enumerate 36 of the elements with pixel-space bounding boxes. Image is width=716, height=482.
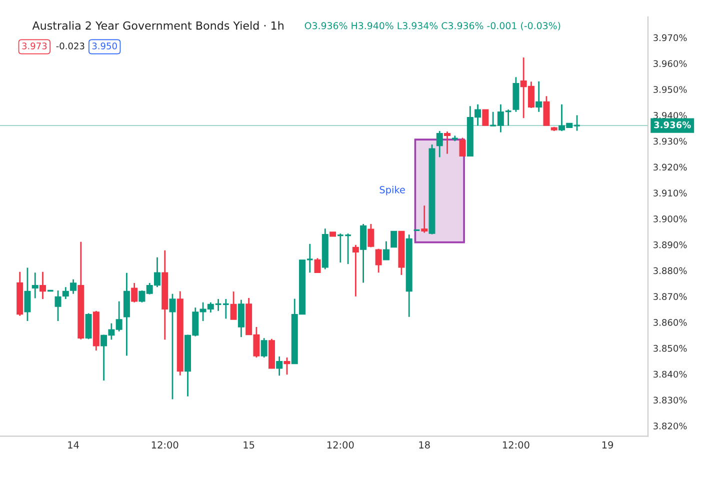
y-tick-label: 3.920% xyxy=(654,164,687,171)
chart-title: Australia 2 Year Government Bonds Yield · 1h xyxy=(32,21,284,30)
x-tick-label: 19 xyxy=(602,441,614,449)
y-tick-label: 3.850% xyxy=(654,344,687,352)
x-tick-label: 12:00 xyxy=(327,441,354,449)
x-tick-label: 18 xyxy=(419,441,430,449)
x-tick-label: 12:00 xyxy=(152,441,178,449)
y-tick-label: 3.840% xyxy=(654,370,687,378)
y-tick-label: 3.910% xyxy=(654,190,687,196)
x-tick-label: 14 xyxy=(68,441,79,448)
candlestick xyxy=(390,230,398,248)
annotation: Spike xyxy=(380,186,405,196)
y-tick-label: 3.870% xyxy=(654,293,687,300)
annotation: O3.936% H3.940% L3.934% C3.936% -0.001 (-0.03%) xyxy=(304,22,560,30)
y-tick-label: 3.900% xyxy=(654,216,687,222)
candlestick xyxy=(46,289,54,292)
candlestick xyxy=(222,298,230,320)
y-tick-label: 3.860% xyxy=(654,319,687,326)
candlestick xyxy=(482,108,489,126)
annotation: 3.973 xyxy=(22,42,47,50)
x-tick-label: 15 xyxy=(244,441,254,449)
y-tick-label: 3.930% xyxy=(654,138,687,145)
y-tick-label: 3.950% xyxy=(654,86,687,93)
y-tick-label: 3.940% xyxy=(654,112,687,119)
annotation: 3.950 xyxy=(92,42,117,50)
x-tick-label: 12:00 xyxy=(503,441,530,449)
y-tick-label: 3.960% xyxy=(654,60,687,68)
candlestick xyxy=(451,134,459,142)
y-tick-label: 3.890% xyxy=(654,241,687,248)
ref-line-label: 3.936% xyxy=(654,121,691,128)
y-tick-label: 3.820% xyxy=(654,422,687,430)
y-tick-label: 3.970% xyxy=(654,34,687,42)
y-tick-label: 3.880% xyxy=(654,267,687,274)
candlestick xyxy=(330,232,336,237)
annotation: -0.023 xyxy=(56,42,84,50)
y-tick-label: 3.830% xyxy=(654,396,687,404)
